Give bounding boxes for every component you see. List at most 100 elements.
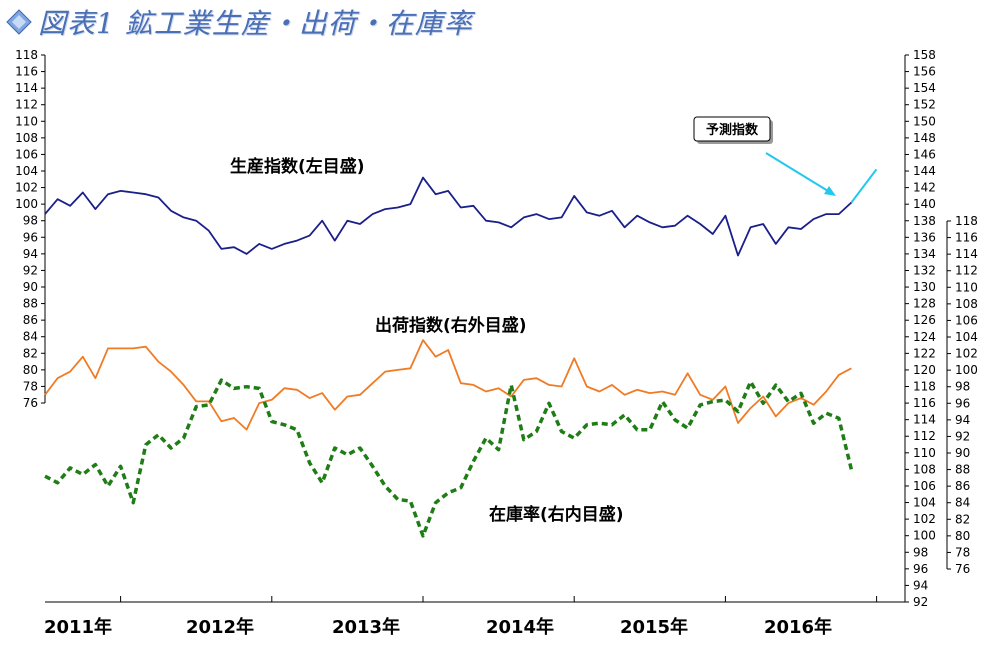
right-outer-axis-tick-label: 138 (913, 214, 936, 228)
left-axis-tick-label: 78 (23, 379, 38, 393)
right-inner-axis-tick-label: 108 (955, 297, 978, 311)
chart-axes: 76 78 80 82 84 86 88 90 92 94 96 98 100 102 104 106 108 1… (15, 48, 978, 638)
right-outer-axis-tick-label: 126 (913, 313, 936, 327)
series-line-0 (44, 176, 853, 257)
right-outer-axis-tick-label: 154 (913, 81, 936, 95)
forecast-callout-box (693, 116, 771, 142)
forecast-arrow-head (824, 186, 836, 196)
right-outer-axis-tick-label: 148 (913, 131, 936, 145)
left-axis-tick-label: 106 (15, 147, 38, 161)
right-inner-axis-tick-label: 78 (955, 545, 970, 559)
right-inner-axis-tick-label: 80 (955, 529, 970, 543)
right-outer-axis-tick-label: 150 (913, 114, 936, 128)
right-outer-axis-tick-label: 110 (913, 446, 936, 460)
right-inner-axis-tick-label: 92 (955, 429, 970, 443)
x-axis-year-label: 2015年 (620, 616, 688, 638)
forecast-arrow-line (765, 152, 829, 192)
right-outer-axis-tick-label: 98 (913, 545, 928, 559)
left-axis-tick-label: 82 (23, 346, 38, 360)
x-axis-year-label: 2016年 (764, 616, 832, 638)
right-outer-axis-tick-label: 152 (913, 98, 936, 112)
right-outer-axis-tick-label: 106 (913, 479, 936, 493)
right-outer-axis-tick-label: 124 (913, 330, 936, 344)
right-outer-axis-tick-label: 116 (913, 396, 936, 410)
right-inner-axis-tick-label: 110 (955, 280, 978, 294)
right-outer-axis-tick-label: 92 (913, 595, 928, 609)
left-axis-tick-label: 98 (23, 214, 38, 228)
left-axis-tick-label: 92 (23, 263, 38, 277)
left-axis-tick-label: 102 (15, 181, 38, 195)
x-axis-year-label: 2014年 (486, 616, 554, 638)
right-inner-axis-tick-label: 118 (955, 214, 978, 228)
right-outer-axis-tick-label: 118 (913, 380, 936, 394)
right-inner-axis-tick-label: 82 (955, 512, 970, 526)
right-outer-axis-tick-label: 112 (913, 429, 936, 443)
right-outer-axis-tick-label: 114 (913, 413, 936, 427)
left-axis-tick-label: 114 (15, 81, 38, 95)
x-axis-year-label: 2011年 (44, 616, 112, 638)
right-outer-axis-tick-label: 104 (913, 496, 936, 510)
right-outer-axis-tick-label: 142 (913, 181, 936, 195)
left-axis-tick-label: 88 (23, 297, 38, 311)
left-axis-tick-label: 100 (15, 197, 38, 211)
chart-title: 図表1 鉱工業生産・出荷・在庫率 (6, 2, 473, 42)
right-outer-axis-tick-label: 144 (913, 164, 936, 178)
right-inner-axis-tick-label: 112 (955, 264, 978, 278)
left-axis-tick-label: 116 (15, 65, 38, 79)
right-inner-axis-tick-label: 86 (955, 479, 970, 493)
right-outer-axis-tick-label: 102 (913, 512, 936, 526)
left-axis-tick-label: 94 (23, 247, 38, 261)
right-inner-axis-tick-label: 84 (955, 496, 970, 510)
left-axis-tick-label: 90 (23, 280, 38, 294)
right-inner-axis-tick-label: 106 (955, 313, 978, 327)
series-label: 出荷指数(右外目盛) (375, 315, 527, 336)
right-inner-axis-tick-label: 116 (955, 231, 978, 245)
right-outer-axis-tick-label: 132 (913, 263, 936, 277)
right-inner-axis-tick-label: 100 (955, 363, 978, 377)
left-axis-tick-label: 104 (15, 164, 38, 178)
series-line-2 (44, 378, 854, 538)
x-axis-year-label: 2013年 (332, 616, 400, 638)
right-inner-axis-tick-label: 96 (955, 396, 970, 410)
right-outer-axis-tick-label: 158 (913, 48, 936, 62)
right-outer-axis-tick-label: 96 (913, 562, 928, 576)
left-axis-tick-label: 84 (23, 330, 38, 344)
right-inner-axis-tick-label: 98 (955, 380, 970, 394)
series-label: 生産指数(左目盛) (230, 156, 365, 177)
right-inner-axis-tick-label: 90 (955, 446, 970, 460)
left-axis-tick-label: 108 (15, 131, 38, 145)
right-outer-axis-tick-label: 140 (913, 197, 936, 211)
right-outer-axis-tick-label: 136 (913, 230, 936, 244)
left-axis-tick-label: 76 (23, 396, 38, 410)
right-inner-axis-tick-label: 88 (955, 463, 970, 477)
right-inner-axis-tick-label: 104 (955, 330, 978, 344)
right-outer-axis-tick-label: 156 (913, 65, 936, 79)
x-axis-year-label: 2012年 (186, 616, 254, 638)
left-axis-tick-label: 96 (23, 230, 38, 244)
left-axis-tick-label: 118 (15, 48, 38, 62)
right-inner-axis-tick-label: 114 (955, 247, 978, 261)
right-outer-axis-tick-label: 108 (913, 462, 936, 476)
left-axis-tick-label: 112 (15, 98, 38, 112)
diamond-icon (6, 9, 32, 35)
series-label: 在庫率(右内目盛) (489, 504, 624, 525)
left-axis-tick-label: 110 (15, 114, 38, 128)
right-outer-axis-tick-label: 100 (913, 529, 936, 543)
chart-labels: 生産指数(左目盛) 出荷指数(右外目盛) 在庫率(右内目盛) 予測指数 (230, 116, 836, 525)
right-outer-axis-tick-label: 120 (913, 363, 936, 377)
right-outer-axis-tick-label: 134 (913, 247, 936, 261)
right-outer-axis-tick-label: 128 (913, 297, 936, 311)
forecast-callout-text: 予測指数 (706, 122, 759, 138)
right-outer-axis-tick-label: 130 (913, 280, 936, 294)
right-inner-axis-tick-label: 102 (955, 347, 978, 361)
left-axis-tick-label: 86 (23, 313, 38, 327)
forecast-line (850, 168, 878, 204)
chart-series (44, 168, 878, 538)
right-inner-axis-tick-label: 94 (955, 413, 970, 427)
series-line-1 (44, 339, 852, 431)
chart-title-text: 図表1 鉱工業生産・出荷・在庫率 (38, 7, 473, 40)
right-outer-axis-tick-label: 146 (913, 147, 936, 161)
right-outer-axis-tick-label: 94 (913, 578, 928, 592)
left-axis-tick-label: 80 (23, 363, 38, 377)
